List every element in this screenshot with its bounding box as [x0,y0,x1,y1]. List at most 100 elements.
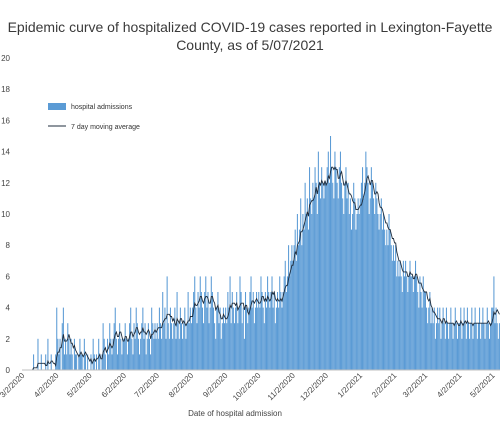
bar [314,167,316,370]
bar [167,323,169,370]
bar [204,292,206,370]
bar [491,307,493,370]
bar [353,182,355,370]
bar [114,307,116,370]
bar [116,354,118,370]
bar [440,338,442,370]
bar [422,276,424,370]
bar [358,214,360,370]
bar [210,276,212,370]
bar [300,198,302,370]
bar [325,182,327,370]
bar [355,229,357,370]
bar [275,307,277,370]
bar [395,245,397,370]
bar [397,260,399,370]
bar [409,260,411,370]
bar [125,338,127,370]
bar [272,307,274,370]
bar [107,338,109,370]
x-tick-label: 9/2/2020 [201,371,230,400]
y-tick-label: 8 [6,241,11,250]
bar [498,323,500,370]
bar [407,292,409,370]
bar [460,307,462,370]
bar [226,323,228,370]
y-tick-label: 16 [1,116,10,125]
bar [294,229,296,370]
bar [218,323,220,370]
bar [451,323,453,370]
bar [290,260,292,370]
bar [127,338,130,370]
bar [403,276,406,370]
bar [45,354,47,370]
bar [388,214,390,370]
bar [145,354,147,370]
bar [380,198,382,370]
x-tick-label: 3/2/2021 [401,371,430,400]
bar [220,338,222,370]
y-tick-label: 18 [1,85,10,94]
bar [479,307,481,370]
legend-swatch-admissions [48,103,66,110]
bar [147,323,149,370]
bar [118,338,120,370]
bar [189,307,191,370]
bar [467,323,470,370]
moving-average-line [22,166,500,371]
bar [256,292,258,370]
bar [92,338,94,370]
bar [80,354,82,370]
bar [196,323,198,370]
bar [334,151,336,370]
bar [225,307,227,370]
bar [175,338,177,370]
legend-label-moving-average: 7 day moving average [71,124,140,131]
bar [274,323,276,370]
bar [136,323,138,370]
bar [207,292,209,370]
bar [332,182,334,370]
bar [426,307,428,370]
bar [200,292,202,370]
bar [238,307,240,370]
bar [265,307,268,370]
bar [441,323,443,370]
bar [354,198,356,370]
x-tick-label: 10/2/2020 [231,371,263,403]
bar [324,182,326,370]
bar [348,214,350,370]
bar [306,198,308,370]
bar [335,167,337,370]
bar [144,323,146,370]
bar [289,276,291,370]
bar [359,198,361,370]
bar [463,307,465,370]
bar [427,323,429,370]
bar [254,307,256,370]
bar [74,354,77,370]
bar [392,245,394,370]
bar [134,338,136,370]
bar [137,338,139,370]
bar [417,292,419,370]
bar [486,307,488,370]
bar [304,182,306,370]
bar [242,307,244,370]
y-tick-label: 20 [1,54,10,63]
bar [120,338,122,370]
bar [185,338,187,370]
bar [433,307,435,370]
bar [458,323,460,370]
x-tick-label: 4/2/2020 [32,371,61,400]
bar [288,245,290,370]
bar [259,307,261,370]
bar [386,229,388,370]
bar [428,307,430,370]
bar [370,167,372,370]
bar [464,323,466,370]
bar [430,323,432,370]
bar [402,260,404,370]
